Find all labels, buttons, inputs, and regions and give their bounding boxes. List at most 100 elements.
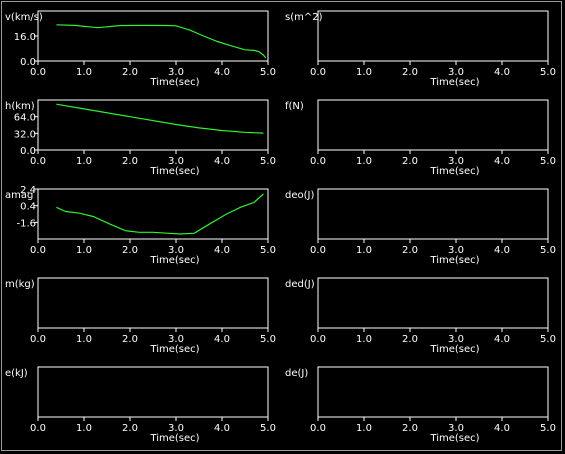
x-tick-label-9-2: 2.0 [402,423,418,434]
x-tick-label-5-4: 4.0 [494,245,510,256]
x-tick-label-1-3: 3.0 [448,67,464,78]
x-tick-label-3-5: 5.0 [540,156,556,167]
x-tick-label-7-5: 5.0 [540,334,556,345]
x-tick-label-0-4: 4.0 [214,67,230,78]
x-tick-label-8-1: 1.0 [76,423,92,434]
x-tick-label-8-0: 0.0 [30,423,46,434]
y-tick-label-2-0: 64.0 [14,113,36,124]
x-tick-label-8-5: 5.0 [260,423,276,434]
x-tick-label-0-5: 5.0 [260,67,276,78]
series-line-4-0 [56,193,264,235]
x-tick-label-1-2: 2.0 [402,67,418,78]
x-tick-label-1-5: 5.0 [540,67,556,78]
plot-area-5 [317,188,549,240]
x-tick-label-1-0: 0.0 [310,67,326,78]
x-tick-label-2-1: 1.0 [76,156,92,167]
x-tick-label-5-5: 5.0 [540,245,556,256]
x-tick-label-8-4: 4.0 [214,423,230,434]
x-tick-label-2-3: 3.0 [168,156,184,167]
x-tick-label-6-1: 1.0 [76,334,92,345]
x-axis-title-9: Time(sec) [429,433,479,444]
x-tick-label-9-5: 5.0 [540,423,556,434]
y-axis-title-4: amag [5,190,33,201]
x-tick-label-0-2: 2.0 [122,67,138,78]
x-tick-label-0-1: 1.0 [76,67,92,78]
x-tick-label-2-0: 0.0 [30,156,46,167]
y-tick-label-4-1: 0.4 [20,202,36,213]
y-tick-label-0-1: 0.0 [20,57,36,68]
y-axis-title-3: f(N) [285,101,304,112]
y-tick-label-4-2: 2.4 [20,185,36,196]
x-tick-label-0-0: 0.0 [30,67,46,78]
x-tick-label-9-1: 1.0 [356,423,372,434]
series-line-2-0 [56,103,264,134]
plot-area-7 [317,277,549,329]
x-axis-title-2: Time(sec) [149,166,199,177]
x-axis-title-6: Time(sec) [149,344,199,355]
x-axis-title-5: Time(sec) [429,255,479,266]
plot-area-2 [37,99,269,151]
x-tick-label-0-3: 3.0 [168,67,184,78]
x-axis-title-4: Time(sec) [149,255,199,266]
x-tick-label-8-3: 3.0 [168,423,184,434]
plot-area-0 [37,10,269,62]
x-tick-label-3-4: 4.0 [494,156,510,167]
plot-area-1 [317,10,549,62]
y-axis-title-0: v(km/s) [5,12,43,23]
x-tick-label-1-4: 4.0 [494,67,510,78]
plot-area-9 [317,366,549,418]
x-tick-label-4-0: 0.0 [30,245,46,256]
x-tick-label-6-5: 5.0 [260,334,276,345]
x-tick-label-4-4: 4.0 [214,245,230,256]
x-tick-label-3-3: 3.0 [448,156,464,167]
x-tick-label-7-4: 4.0 [494,334,510,345]
x-tick-label-5-1: 1.0 [356,245,372,256]
y-tick-label-2-1: 32.0 [14,129,36,140]
x-tick-label-7-0: 0.0 [310,334,326,345]
x-tick-label-3-2: 2.0 [402,156,418,167]
plot-area-3 [317,99,549,151]
x-tick-label-9-3: 3.0 [448,423,464,434]
x-axis-title-8: Time(sec) [149,433,199,444]
x-tick-label-5-3: 3.0 [448,245,464,256]
x-tick-label-5-0: 0.0 [310,245,326,256]
x-tick-label-4-2: 2.0 [122,245,138,256]
x-tick-label-3-1: 1.0 [356,156,372,167]
y-axis-title-7: ded(J) [285,279,315,290]
x-axis-title-1: Time(sec) [429,77,479,88]
y-tick-label-0-0: 16.0 [14,32,36,43]
y-axis-title-5: deo(J) [285,190,314,201]
x-axis-title-7: Time(sec) [429,344,479,355]
x-tick-label-9-4: 4.0 [494,423,510,434]
plot-area-4 [37,188,269,240]
x-axis-title-0: Time(sec) [149,77,199,88]
y-axis-title-6: m(kg) [5,279,35,290]
plot-area-6 [37,277,269,329]
y-tick-label-4-0: -1.6 [16,218,36,229]
x-tick-label-2-4: 4.0 [214,156,230,167]
y-tick-label-2-2: 0.0 [20,146,36,157]
x-tick-label-6-4: 4.0 [214,334,230,345]
x-tick-label-6-3: 3.0 [168,334,184,345]
x-tick-label-4-1: 1.0 [76,245,92,256]
x-tick-label-2-5: 5.0 [260,156,276,167]
y-axis-title-1: s(m^2) [285,12,323,23]
x-tick-label-9-0: 0.0 [310,423,326,434]
x-axis-title-3: Time(sec) [429,166,479,177]
x-tick-label-6-2: 2.0 [122,334,138,345]
series-line-0-0 [56,24,267,59]
x-tick-label-7-3: 3.0 [448,334,464,345]
y-axis-title-8: e(kJ) [5,368,28,379]
plot-area-8 [37,366,269,418]
x-tick-label-3-0: 0.0 [310,156,326,167]
x-tick-label-7-1: 1.0 [356,334,372,345]
x-tick-label-7-2: 2.0 [402,334,418,345]
x-tick-label-5-2: 2.0 [402,245,418,256]
x-tick-label-4-3: 3.0 [168,245,184,256]
x-tick-label-6-0: 0.0 [30,334,46,345]
y-axis-title-9: de(J) [285,368,308,379]
y-axis-title-2: h(km) [5,101,35,112]
x-tick-label-8-2: 2.0 [122,423,138,434]
